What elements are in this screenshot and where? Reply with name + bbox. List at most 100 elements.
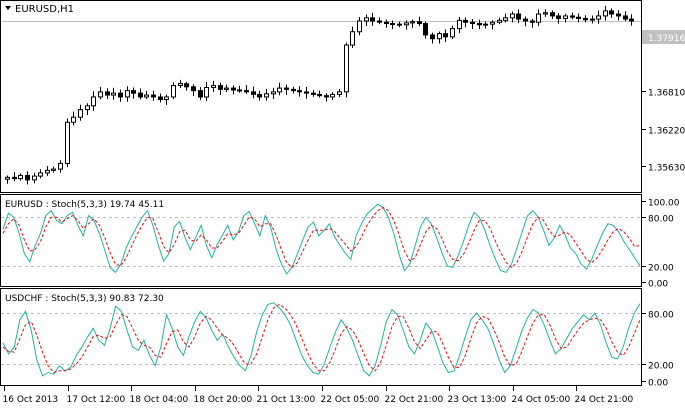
candle-body-10: [71, 116, 76, 123]
candle-body-74: [497, 19, 502, 23]
stoch-usdchf-tick-label-0: 80.00: [648, 311, 674, 321]
candle-body-47: [317, 93, 322, 97]
candle-body-88: [590, 18, 595, 21]
stoch-eurusd-tick-label-3: 0.00: [648, 280, 668, 290]
time-tick-label-0: 16 Oct 2013: [3, 395, 59, 405]
candle-body-53: [357, 20, 362, 33]
price-panel-frame: [0, 0, 642, 193]
candle-body-44: [297, 90, 302, 93]
candle-body-46: [311, 92, 316, 95]
candle-body-29: [198, 90, 203, 98]
candle-body-30: [204, 86, 209, 98]
candle-body-87: [583, 17, 588, 21]
candle-body-25: [171, 85, 176, 98]
candle-body-1: [12, 176, 17, 180]
candle-body-43: [291, 88, 296, 92]
stoch-eurusd-series-0: [2, 203, 641, 275]
candle-body-12: [85, 105, 90, 111]
candle-body-67: [450, 28, 455, 38]
stoch-eurusd-tick-label-2: 20.00: [648, 264, 674, 274]
time-tick-label-7: 23 Oct 13:00: [448, 395, 507, 405]
stoch-eurusd-panel-frame: [0, 194, 642, 287]
time-tick-label-6: 22 Oct 21:00: [385, 395, 444, 405]
candle-body-77: [516, 13, 521, 20]
candle-body-70: [470, 21, 475, 25]
candle-body-38: [257, 93, 262, 98]
price-candles[interactable]: [5, 5, 634, 185]
candle-body-92: [616, 13, 621, 17]
candle-body-21: [144, 94, 149, 98]
candle-body-37: [251, 91, 256, 95]
stoch-eurusd-levels: [1, 217, 641, 267]
candle-body-93: [623, 15, 628, 20]
candle-body-14: [98, 91, 103, 98]
stoch-eurusd-series-1: [2, 206, 641, 269]
candle-body-28: [191, 86, 196, 92]
candle-body-76: [510, 13, 515, 19]
candle-body-20: [138, 92, 143, 98]
last-price-box: [642, 30, 685, 44]
candle-body-48: [324, 95, 329, 98]
stoch-eurusd-title: EURUSD : Stoch(5,3,3) 19.74 45.11: [5, 200, 164, 210]
candle-body-0: [5, 176, 10, 180]
candle-body-7: [51, 168, 56, 171]
candle-body-94: [629, 18, 634, 22]
candle-body-81: [543, 12, 548, 15]
candle-body-50: [337, 91, 342, 95]
stoch-usdchf-axis: 80.00 20.00 0.00: [641, 311, 674, 389]
candle-body-63: [423, 23, 428, 36]
candle-body-91: [609, 10, 614, 15]
candle-body-39: [264, 93, 269, 98]
candle-body-9: [65, 121, 70, 164]
candle-body-40: [271, 91, 276, 95]
candle-body-18: [125, 90, 130, 98]
stoch-usdchf-tick-label-1: 20.00: [648, 362, 674, 372]
candle-body-34: [231, 87, 236, 91]
candle-body-2: [18, 174, 23, 180]
candle-body-42: [284, 87, 289, 90]
candle-body-33: [224, 87, 229, 90]
stoch-eurusd-lines: [2, 203, 641, 275]
time-tick-label-8: 24 Oct 05:00: [512, 395, 571, 405]
candle-body-57: [384, 21, 389, 25]
candle-body-19: [131, 90, 136, 94]
symbol-title[interactable]: EURUSD,H1: [15, 4, 74, 15]
symbol-dropdown-icon[interactable]: [5, 6, 11, 10]
time-tick-label-2: 18 Oct 04:00: [130, 395, 189, 405]
stoch-usdchf-lines: [2, 302, 641, 377]
candle-body-36: [244, 90, 249, 93]
candle-body-68: [457, 19, 462, 30]
price-tick-label-2: 1.36220: [648, 127, 685, 137]
price-tick-label-3: 1.35630: [648, 164, 685, 174]
candle-body-85: [570, 15, 575, 18]
candle-body-60: [404, 22, 409, 26]
candle-body-16: [111, 92, 116, 96]
candle-body-5: [38, 172, 43, 177]
candle-body-75: [503, 17, 508, 21]
candle-body-3: [25, 174, 30, 181]
candle-body-83: [556, 15, 561, 19]
stoch-usdchf-title: USDCHF : Stoch(5,3,3) 90.83 72.30: [5, 294, 164, 304]
candle-body-73: [490, 21, 495, 25]
candle-body-31: [211, 85, 216, 88]
last-price-label: 1.37916: [648, 34, 685, 44]
candle-body-79: [530, 20, 535, 23]
candle-body-82: [550, 12, 555, 17]
candle-body-58: [390, 23, 395, 26]
stoch-usdchf-levels: [1, 313, 641, 365]
candle-body-69: [463, 19, 468, 23]
candle-body-22: [151, 94, 156, 98]
candle-body-6: [45, 169, 50, 174]
candle-body-54: [364, 17, 369, 22]
stoch-eurusd-axis: 100.00 80.00 20.00 0.00: [641, 199, 680, 290]
candle-body-13: [91, 96, 96, 107]
candle-body-55: [370, 17, 375, 22]
candle-body-59: [397, 23, 402, 26]
candle-body-78: [523, 18, 528, 22]
candle-body-8: [58, 162, 63, 170]
candle-body-62: [417, 21, 422, 25]
candle-body-61: [410, 21, 415, 24]
candle-body-4: [32, 175, 37, 181]
